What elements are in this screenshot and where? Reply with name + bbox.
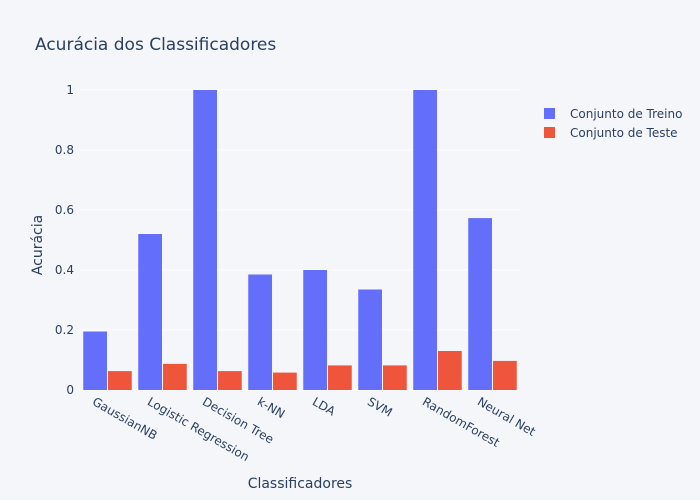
bar-train[interactable]	[358, 289, 382, 391]
y-tick-label: 0	[66, 383, 74, 397]
bar-test[interactable]	[218, 371, 242, 390]
legend-swatch	[544, 127, 555, 138]
legend-label: Conjunto de Treino	[570, 107, 682, 121]
bar-train[interactable]	[303, 270, 327, 390]
legend-item[interactable]: Conjunto de Teste	[544, 126, 678, 140]
bar-test[interactable]	[163, 363, 187, 390]
legend-label: Conjunto de Teste	[570, 126, 678, 140]
bars	[83, 90, 517, 390]
x-axis-title: Classificadores	[248, 476, 353, 492]
bar-test[interactable]	[328, 365, 352, 390]
bar-test[interactable]	[493, 360, 517, 390]
bar-test[interactable]	[383, 365, 407, 390]
y-tick-label: 0.8	[55, 143, 74, 157]
legend-swatch	[544, 108, 555, 119]
bar-test[interactable]	[108, 371, 132, 390]
bar-test[interactable]	[273, 372, 297, 390]
legend-item[interactable]: Conjunto de Treino	[544, 107, 682, 121]
y-tick-label: 1	[66, 83, 74, 97]
legend: Conjunto de Treino Conjunto de Teste	[544, 107, 682, 140]
bar-train[interactable]	[83, 331, 107, 391]
y-tick-label: 0.4	[55, 263, 74, 277]
y-axis-ticks: 0 0.2 0.4 0.6 0.8 1	[55, 83, 74, 397]
bar-train[interactable]	[468, 218, 492, 390]
y-tick-label: 0.6	[55, 203, 74, 217]
bar-test[interactable]	[438, 351, 462, 390]
bar-train[interactable]	[248, 274, 272, 391]
bar-train[interactable]	[138, 234, 162, 390]
y-axis-title: Acurácia	[30, 215, 46, 275]
bar-train[interactable]	[413, 90, 437, 390]
chart-title: Acurácia dos Classificadores	[35, 35, 276, 55]
y-tick-label: 0.2	[55, 323, 74, 337]
bar-train[interactable]	[193, 90, 217, 390]
